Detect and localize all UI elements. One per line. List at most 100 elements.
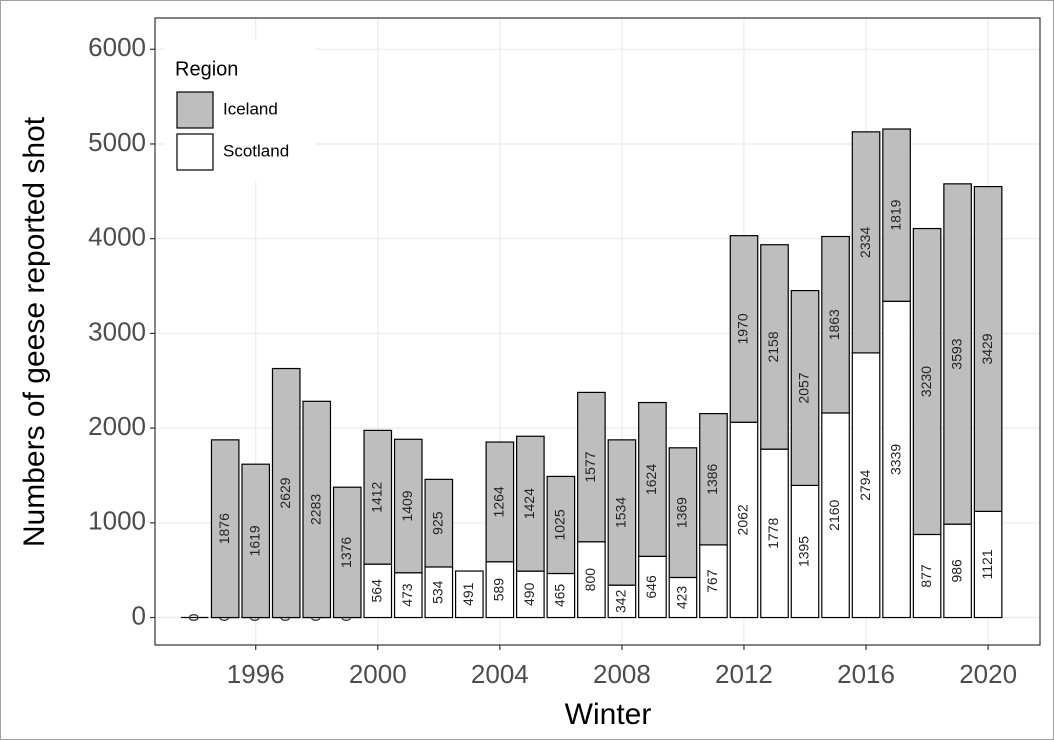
data-label: 3429 — [979, 333, 995, 364]
data-label: 589 — [491, 578, 507, 602]
bar-segment — [454, 570, 484, 619]
bar-segment — [638, 555, 667, 619]
bar-segment — [516, 435, 545, 572]
data-label: 423 — [674, 586, 690, 610]
bar-segment — [668, 447, 698, 579]
data-label: 800 — [582, 568, 598, 592]
data-label: 490 — [521, 582, 537, 606]
y-tick-label: 4000 — [88, 222, 146, 252]
data-label: 1534 — [613, 497, 629, 528]
bar-segment — [821, 412, 850, 619]
data-label: 767 — [704, 569, 720, 593]
bar-segment — [699, 413, 728, 546]
bar-segment — [912, 227, 942, 536]
y-tick-label: 3000 — [88, 316, 146, 346]
data-label: 3339 — [887, 444, 903, 475]
data-label: 1025 — [552, 509, 568, 540]
bar-segment — [546, 572, 576, 619]
x-tick-label: 2008 — [593, 659, 651, 689]
y-tick-label: 2000 — [88, 411, 146, 441]
data-label: 3230 — [918, 366, 934, 397]
data-label: 1619 — [246, 525, 262, 556]
data-label: 1369 — [674, 497, 690, 528]
data-label: 2062 — [735, 504, 751, 535]
data-label: 2334 — [857, 227, 873, 258]
data-label: 2158 — [765, 331, 781, 362]
data-label: 2283 — [307, 494, 323, 525]
data-label: 1409 — [399, 490, 415, 521]
bar-segment — [577, 391, 606, 543]
x-axis-title: Winter — [565, 698, 652, 731]
x-tick-label: 1996 — [227, 659, 285, 689]
data-label: 491 — [460, 582, 476, 606]
data-label: 1863 — [826, 309, 842, 340]
bar-segment — [882, 128, 911, 302]
legend-swatch — [176, 91, 214, 129]
bar-segment — [516, 570, 545, 619]
bar-segment — [912, 533, 942, 619]
bar-segment — [271, 367, 301, 619]
data-label: 1264 — [491, 486, 507, 517]
x-tick-label: 2000 — [349, 659, 407, 689]
y-tick-label: 0 — [132, 600, 146, 630]
data-label: 2629 — [277, 477, 293, 508]
data-label: 465 — [552, 584, 568, 608]
data-label: 1970 — [735, 313, 751, 344]
bar-segment — [973, 185, 1003, 512]
data-label: 2057 — [796, 372, 812, 403]
bar-segment — [210, 439, 240, 619]
data-label: 646 — [643, 575, 659, 599]
data-label: 1819 — [887, 199, 903, 230]
data-label: 877 — [918, 564, 934, 588]
bar-segment — [485, 561, 515, 619]
data-label: 0 — [185, 613, 201, 621]
data-label: 1876 — [216, 513, 232, 544]
bar-segment — [699, 544, 728, 619]
bar-segment — [851, 131, 881, 354]
data-label: 1121 — [979, 549, 995, 579]
bar-segment — [393, 438, 423, 574]
data-label: 342 — [613, 589, 629, 613]
x-tick-label: 2020 — [959, 659, 1017, 689]
data-label: 2160 — [826, 499, 842, 530]
legend-title: Region — [175, 58, 238, 80]
bar-segment — [302, 400, 332, 619]
legend-label: Scotland — [223, 141, 289, 160]
plot-border — [154, 17, 1041, 646]
legend-swatch — [176, 133, 214, 171]
bar-segment — [821, 235, 850, 414]
data-label: 1412 — [368, 481, 384, 512]
x-tick-label: 2016 — [837, 659, 895, 689]
bar-segment — [760, 448, 789, 619]
bar-segment — [760, 244, 789, 450]
bar-segment — [790, 289, 820, 487]
data-label: 3593 — [948, 338, 964, 369]
data-label: 1376 — [338, 537, 354, 568]
data-label: 1778 — [765, 518, 781, 549]
bar-segment — [638, 401, 667, 557]
y-axis-title: Numbers of geese reported shot — [18, 116, 51, 547]
data-label: 564 — [368, 579, 384, 603]
data-label: 1395 — [796, 536, 812, 567]
data-label: 473 — [399, 583, 415, 607]
bar-segment — [851, 352, 881, 619]
x-tick-label: 2012 — [715, 659, 773, 689]
x-tick-label: 2004 — [471, 659, 529, 689]
bar-segment — [241, 463, 271, 619]
bar-segment — [363, 429, 393, 565]
bar-segment — [729, 235, 759, 423]
y-tick-label: 6000 — [88, 32, 146, 62]
y-tick-label: 5000 — [88, 127, 146, 157]
bar-segment — [729, 421, 759, 619]
legend-label: Iceland — [223, 99, 278, 118]
bar-segment — [332, 486, 362, 619]
data-label: 925 — [430, 511, 446, 535]
bar-segment — [485, 441, 515, 563]
data-label: 1577 — [582, 451, 598, 482]
data-label: 534 — [430, 580, 446, 604]
bar-segment — [607, 439, 637, 586]
data-label: 2794 — [857, 469, 873, 500]
bar-segment — [546, 475, 576, 575]
data-label: 986 — [948, 559, 964, 583]
